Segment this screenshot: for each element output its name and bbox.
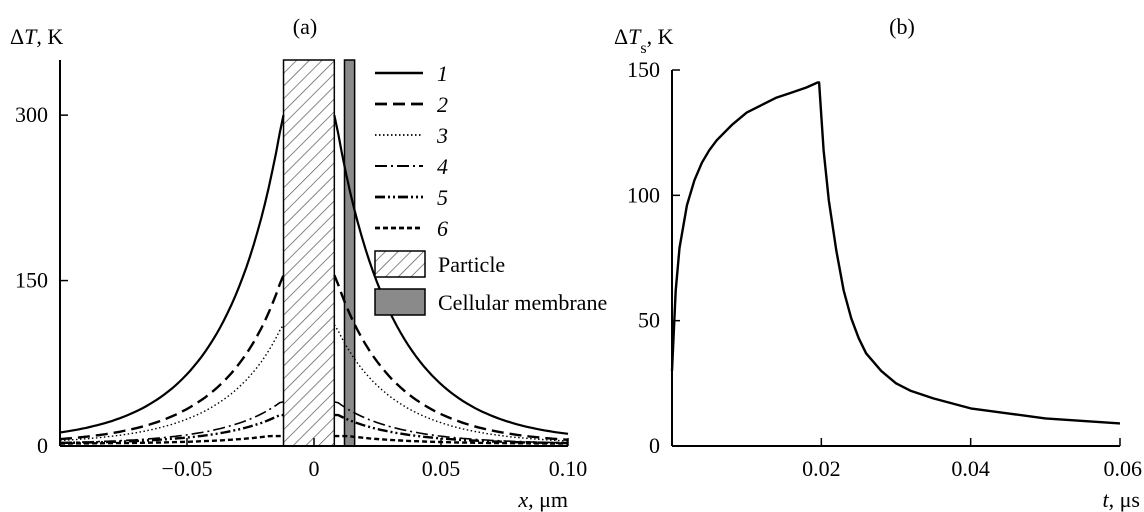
panel-b-y-tick-label: 50 [638, 308, 660, 333]
legend-label-6: 6 [437, 216, 448, 241]
panel-a: (a) ΔT, K x, μm 0 150 300 −0.05 0 0.05 0.10 1 2… [10, 14, 607, 512]
panel-a-series-5-left [60, 413, 284, 445]
panel-a-series-6-right [334, 434, 569, 445]
legend-label-5: 5 [437, 185, 448, 210]
panel-a-series-3-right [333, 324, 569, 442]
panel-b-label: (b) [889, 14, 915, 39]
panel-b: (b) ΔTs, K t, μs 0 50 100 150 0.02 0.04 0.06 [614, 14, 1142, 512]
panel-a-y-tick-label: 150 [15, 268, 48, 293]
panel-a-x-tick-label: 0.05 [422, 456, 461, 481]
panel-b-y-axis-label: ΔTs, K [614, 24, 674, 57]
panel-a-x-axis-label: x, μm [517, 487, 568, 512]
panel-b-x-axis-label: t, μs [1103, 487, 1140, 512]
panel-a-y-axis-label: ΔT, K [10, 24, 63, 49]
panel-a-x-tick-label: −0.05 [162, 456, 213, 481]
panel-b-x-tick-label: 0.02 [802, 456, 841, 481]
legend-particle-swatch [374, 250, 426, 278]
panel-a-series-3-left [59, 324, 285, 442]
legend-label-1: 1 [437, 61, 448, 86]
panel-a-label: (a) [293, 14, 317, 39]
legend-label-4: 4 [437, 154, 448, 179]
particle-region [282, 59, 336, 447]
panel-b-y-tick-label: 150 [627, 57, 660, 82]
legend-particle-label: Particle [438, 252, 505, 277]
legend-label-2: 2 [437, 92, 448, 117]
panel-a-x-tick-label: 0.10 [549, 456, 588, 481]
panel-a-legend: 1 2 3 4 5 6 Particle Cellular membrane [374, 61, 607, 316]
panel-a-series-2-right [333, 274, 569, 441]
legend-membrane-swatch [374, 288, 426, 316]
panel-a-series-6-left [60, 434, 284, 445]
legend-membrane-label: Cellular membrane [438, 290, 607, 315]
panel-a-y-tick-label: 0 [37, 433, 48, 458]
panel-b-series-line [670, 81, 1121, 425]
panel-a-y-tick-label: 300 [15, 102, 48, 127]
panel-a-series-2-left [59, 274, 285, 441]
panel-a-x-tick-label: 0 [309, 456, 320, 481]
panel-b-y-tick-label: 100 [627, 182, 660, 207]
membrane-region [343, 59, 356, 447]
legend-label-3: 3 [436, 123, 448, 148]
panel-b-x-tick-label: 0.04 [951, 456, 990, 481]
panel-b-x-tick-label: 0.06 [1104, 456, 1143, 481]
panel-a-series-4-left [59, 401, 284, 444]
panel-a-series-1-left [59, 114, 285, 434]
panel-b-y-tick-label: 0 [649, 433, 660, 458]
panel-a-series-1-right [333, 114, 569, 435]
